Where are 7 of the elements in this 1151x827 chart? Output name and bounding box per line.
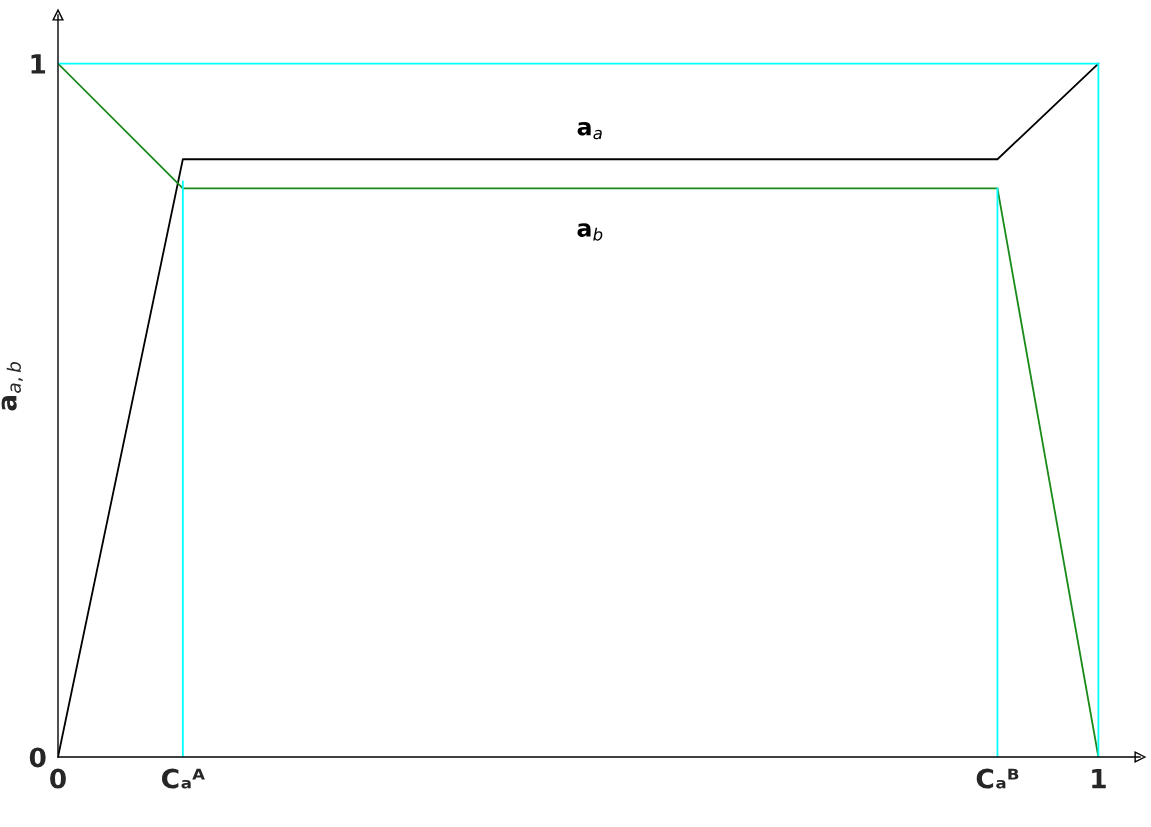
series-label: a$_{b}$: [577, 223, 603, 241]
y-axis-title: a$_{a,b}$: [1, 362, 23, 411]
x-tick-label: Cₐᴮ: [976, 768, 1019, 789]
x-tick-label: Cₐᴬ: [162, 768, 205, 789]
x-tick-label: 1: [1092, 768, 1106, 789]
x-tick-label: 0: [50, 768, 66, 789]
series-label: a$_{a}$: [577, 121, 602, 140]
